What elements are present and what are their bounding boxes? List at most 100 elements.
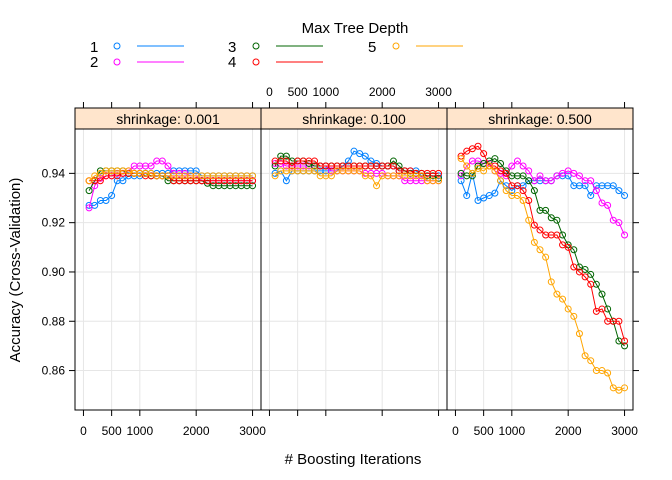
- axes: 0 500 1000 2000 3000 0 500 1000 2000 3000 0 500 1000…: [42, 85, 639, 438]
- data-point-depth-2: [85, 204, 93, 212]
- data-point-depth-2: [570, 169, 578, 177]
- data-point-depth-5: [525, 216, 533, 224]
- data-point-depth-2: [158, 157, 166, 165]
- data-point-depth-2: [604, 201, 612, 209]
- x-tick-label: 500: [102, 424, 122, 438]
- data-point-depth-1: [621, 192, 629, 200]
- data-point-depth-1: [102, 196, 110, 204]
- strip-label: shrinkage: 0.100: [302, 111, 406, 127]
- legend: Max Tree Depth 12 34 5: [90, 20, 463, 71]
- data-point-depth-2: [621, 231, 629, 239]
- data-point-depth-2: [519, 162, 527, 170]
- data-point-depth-3: [282, 152, 290, 160]
- data-point-depth-1: [615, 187, 623, 195]
- data-point-depth-5: [609, 384, 617, 392]
- data-point-depth-2: [147, 162, 155, 170]
- data-point-depth-5: [418, 172, 426, 180]
- data-point-depth-3: [305, 160, 313, 168]
- data-point-depth-4: [468, 145, 476, 153]
- data-point-depth-5: [497, 177, 505, 185]
- data-point-depth-1: [480, 194, 488, 202]
- data-point-depth-3: [598, 290, 606, 298]
- series-line-depth-2: [460, 160, 626, 236]
- data-point-depth-5: [587, 357, 595, 365]
- x-tick-label: 3000: [239, 424, 266, 438]
- panel-2: shrinkage: 0.100: [260, 107, 448, 411]
- data-point-depth-4: [249, 177, 257, 185]
- x-tick-label: 3000: [425, 85, 452, 99]
- data-point-depth-5: [581, 352, 589, 360]
- data-point-depth-4: [621, 337, 629, 345]
- data-point-depth-3: [547, 214, 555, 222]
- data-point-depth-5: [474, 164, 482, 172]
- x-tick-label: 500: [474, 424, 494, 438]
- data-point-depth-2: [598, 199, 606, 207]
- data-point-depth-4: [282, 157, 290, 165]
- data-point-depth-1: [91, 201, 99, 209]
- legend-title: Max Tree Depth: [302, 20, 409, 37]
- data-point-depth-3: [530, 187, 538, 195]
- data-point-depth-4: [587, 280, 595, 288]
- data-point-depth-4: [96, 177, 104, 185]
- data-point-depth-5: [547, 278, 555, 286]
- x-tick-label: 1000: [312, 85, 339, 99]
- x-tick-label: 0: [266, 85, 273, 99]
- data-point-depth-2: [615, 219, 623, 227]
- data-point-depth-3: [497, 160, 505, 168]
- data-point-depth-5: [96, 169, 104, 177]
- data-point-depth-2: [553, 172, 561, 180]
- strip-label: shrinkage: 0.500: [488, 111, 592, 127]
- data-point-depth-4: [435, 169, 443, 177]
- legend-label-depth-3: 3: [228, 39, 236, 56]
- x-axis-title: # Boosting Iterations: [285, 451, 422, 468]
- data-point-depth-2: [547, 177, 555, 185]
- data-point-depth-4: [598, 305, 606, 313]
- strip-label: shrinkage: 0.001: [116, 111, 220, 127]
- data-point-depth-5: [327, 172, 335, 180]
- data-point-depth-2: [536, 172, 544, 180]
- data-point-depth-5: [615, 386, 623, 394]
- x-tick-label: 0: [80, 424, 87, 438]
- data-point-depth-5: [604, 369, 612, 377]
- data-point-depth-3: [581, 266, 589, 273]
- data-point-depth-3: [389, 157, 397, 165]
- data-point-depth-4: [592, 307, 600, 315]
- data-point-depth-1: [609, 182, 617, 190]
- data-point-depth-4: [553, 231, 561, 239]
- data-point-depth-5: [356, 167, 364, 175]
- legend-point-depth-2: [113, 58, 121, 66]
- y-axis-title: Accuracy (Cross-Validation): [7, 178, 24, 363]
- panels: shrinkage: 0.001 shrinkage: 0.100 shrinkag…: [42, 85, 639, 438]
- data-point-depth-2: [575, 172, 583, 180]
- panel-frame: [446, 128, 634, 411]
- y-tick-label: 0.86: [42, 364, 66, 378]
- data-point-depth-5: [91, 172, 99, 180]
- data-point-depth-4: [513, 182, 521, 190]
- series-line-depth-4: [460, 145, 626, 342]
- data-point-depth-1: [108, 192, 116, 200]
- x-tick-label: 0: [452, 424, 459, 438]
- x-tick-label: 500: [288, 85, 308, 99]
- data-point-depth-1: [344, 157, 352, 165]
- data-point-depth-3: [525, 177, 533, 185]
- data-point-depth-4: [389, 162, 397, 170]
- data-point-depth-5: [468, 169, 476, 177]
- data-point-depth-5: [435, 177, 443, 185]
- data-point-depth-4: [530, 221, 538, 229]
- data-point-depth-2: [559, 169, 567, 177]
- data-point-depth-3: [480, 160, 488, 168]
- data-point-depth-4: [474, 142, 482, 150]
- data-point-depth-1: [367, 157, 375, 165]
- legend-label-depth-5: 5: [368, 39, 376, 56]
- data-point-depth-5: [564, 305, 572, 313]
- data-point-depth-1: [119, 177, 127, 185]
- data-point-depth-3: [542, 206, 550, 214]
- data-point-depth-4: [519, 187, 527, 195]
- data-point-depth-5: [463, 162, 471, 170]
- legend-point-depth-5: [392, 42, 400, 50]
- data-point-depth-5: [570, 312, 578, 320]
- data-point-depth-2: [277, 160, 285, 168]
- data-point-depth-2: [164, 162, 172, 170]
- data-point-depth-2: [513, 157, 521, 165]
- data-point-depth-4: [480, 150, 488, 158]
